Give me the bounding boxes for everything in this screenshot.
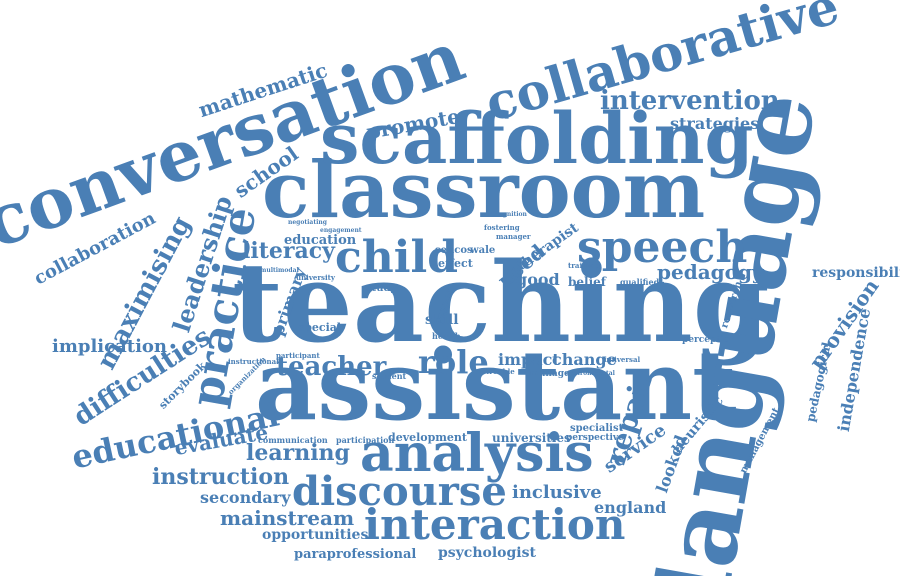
word-discourse: discourse (292, 468, 507, 515)
word-belief: belief (568, 275, 606, 289)
word-education: education (284, 233, 357, 248)
word-recognition: recognition (488, 211, 527, 218)
word-study: study (366, 283, 397, 294)
word-fostering: fostering (484, 223, 520, 232)
word-implication: implication (52, 336, 168, 357)
word-special: special (298, 321, 342, 334)
word-change: change (552, 350, 617, 369)
word-universal: universal (604, 355, 641, 364)
word-england: england (594, 498, 667, 517)
word-mainstream: mainstream (220, 506, 355, 530)
word-sencos: sencos (435, 245, 473, 256)
word-psychologist: psychologist (438, 545, 536, 561)
word-pedagogy: pedagogy (657, 260, 764, 284)
word-effect: effect (438, 257, 473, 270)
word-intervention: intervention (600, 86, 780, 116)
word-opportunities: opportunities (262, 527, 369, 543)
word-inclusive: inclusive (512, 482, 602, 503)
word-participant: participant (276, 351, 320, 360)
word-literacy: literacy (242, 238, 335, 264)
word-teacher: teacher (276, 352, 387, 382)
word-speech: speech (577, 222, 748, 273)
word-engagement: engagement (320, 227, 362, 234)
word-good: good (516, 270, 560, 289)
word-instruction: instruction (152, 464, 290, 490)
word-strategies: strategies (670, 114, 760, 133)
word-communication: communication (258, 435, 328, 445)
word-specialist: specialist (570, 423, 624, 434)
word-responsibility: responsibility (812, 265, 900, 281)
word-perspective: perspective (566, 433, 624, 443)
word-child: child (335, 232, 458, 283)
word-assistant: assistant (255, 329, 737, 442)
word-environmental: environmental (566, 370, 615, 377)
word-manage: manage (530, 369, 570, 379)
word-training: training (568, 261, 600, 270)
word-health: health (432, 331, 461, 341)
word-qualified: qualified (620, 277, 660, 287)
word-teaching: teaching (232, 238, 770, 367)
word-universities: universities (492, 431, 571, 445)
word-perception: perception (682, 335, 737, 345)
word-instructional: instructional (228, 357, 279, 366)
word-wale: wale (470, 245, 496, 256)
word-classroom: classroom (262, 145, 706, 236)
word-scaffolding: scaffolding (320, 97, 754, 180)
word-paraprofessional: paraprofessional (294, 547, 417, 562)
word-negotiating: negotiating (288, 219, 327, 226)
word-impact: impact (498, 350, 560, 369)
word-multimodal: multimodal (260, 267, 299, 274)
word-interaction: interaction (364, 500, 626, 549)
word-skill: skill (425, 312, 459, 328)
word-participation: participation (336, 435, 395, 445)
word-secondary: secondary (200, 488, 291, 507)
word-university: university (296, 273, 335, 282)
word-student: student (372, 371, 407, 381)
word-analysis: analysis (360, 423, 594, 484)
word-trouble: trouble (486, 367, 515, 376)
word-manager: manager (496, 232, 531, 241)
word-learning: learning (246, 440, 350, 466)
word-development: development (388, 431, 468, 444)
word-role: role (418, 343, 489, 381)
